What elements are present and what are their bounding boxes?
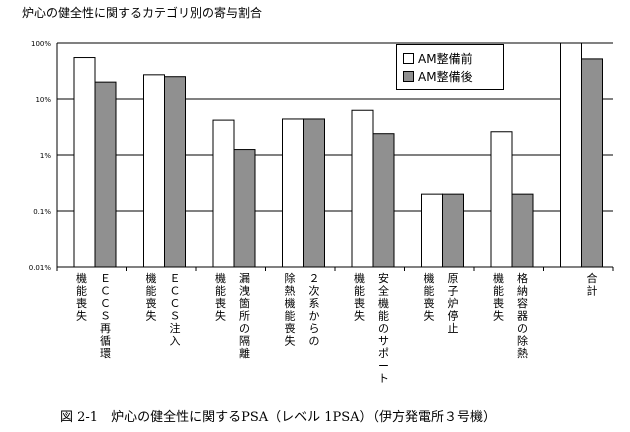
bar-before [282,118,304,268]
gridlines [57,42,613,212]
y-tick-label: 100% [31,40,51,48]
bar-after [372,133,395,268]
bar-after [511,193,534,268]
category-label-line2: ２次系からの [309,272,320,348]
legend-item-after: AM整備後 [403,68,473,84]
category-label-line1: 機能喪失 [76,271,87,323]
axes [56,43,614,271]
category-label-line2: 漏洩箇所の隔離 [239,272,250,360]
category-label-line1: 機能喪失 [215,271,226,323]
bar-after [94,81,117,268]
category-label-line1: 除熱機能喪失 [285,271,296,348]
bar-before [560,42,582,268]
category-label-line1: 機能喪失 [424,271,435,323]
legend-swatch-after [403,70,414,82]
bar-before [143,74,165,268]
figure-caption: 図 2-1 炉心の健全性に関するPSA（レベル 1PSA）（伊方発電所３号機） [60,410,497,425]
bar-after [164,76,186,268]
category-labels: 機能喪失 ＥＣＣＳ再循環 機能喪失 ＥＣＣＳ注入 機能喪失 漏洩箇所の隔離 除熱機能喪失 ２次… [76,271,598,385]
y-tick-label: 10% [35,96,51,104]
category-label-line2: ＥＣＣＳ再循環 [100,272,111,360]
legend-swatch-before [403,52,414,64]
bar-before [212,119,235,268]
legend-item-before: AM整備前 [403,50,473,66]
bar-before [351,109,374,268]
category-label-line2: 原子炉停止 [448,272,459,335]
category-label-line1: 機能喪失 [493,271,504,323]
category-label-line2: ＥＣＣＳ注入 [170,272,181,348]
category-label-line1: 機能喪失 [146,271,157,323]
bar-before [490,131,513,268]
y-tick-labels: 100% 10% 1% 0.1% 0.01% [29,40,52,272]
y-tick-label: 0.01% [29,264,52,272]
category-label-line2: 合計 [587,271,598,298]
legend: AM整備前 AM整備後 [396,44,504,90]
category-label-line2: 格納容器の除熱 [517,271,528,360]
bar-after [233,149,256,268]
bar-before [421,193,443,268]
bar-after [303,118,325,268]
legend-label-before: AM整備前 [418,51,473,66]
legend-label-after: AM整備後 [418,69,473,84]
category-label-line2: 安全機能のサポート [378,271,389,385]
bar-after [581,58,603,268]
chart-title: 炉心の健全性に関するカテゴリ別の寄与割合 [22,6,263,20]
y-tick-label: 0.1% [33,208,51,216]
bar-before [73,57,96,268]
bar-after [442,193,464,268]
category-label-line1: 機能喪失 [354,271,365,323]
bars [73,42,603,268]
y-tick-label: 1% [40,152,51,160]
